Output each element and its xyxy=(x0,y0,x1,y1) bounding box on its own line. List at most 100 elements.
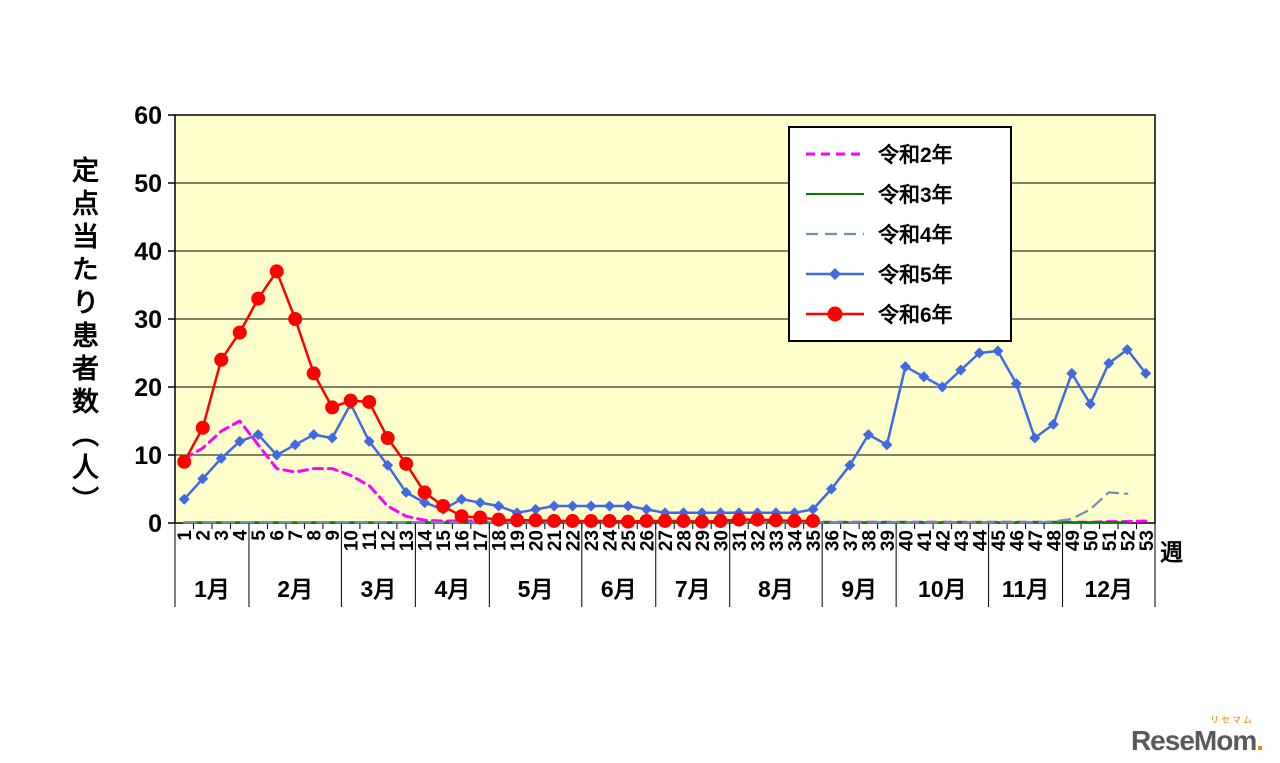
svg-text:7月: 7月 xyxy=(675,576,711,602)
svg-text:41: 41 xyxy=(915,530,936,552)
svg-text:7: 7 xyxy=(286,530,307,541)
svg-text:53: 53 xyxy=(1137,530,1158,551)
legend: 令和2年 令和3年 令和4年 令和5年 令和6年 xyxy=(788,126,1012,342)
svg-text:0: 0 xyxy=(148,510,162,538)
svg-text:32: 32 xyxy=(749,530,770,551)
svg-text:11: 11 xyxy=(360,530,381,551)
svg-text:22: 22 xyxy=(564,530,585,551)
svg-text:35: 35 xyxy=(804,530,825,552)
svg-text:26: 26 xyxy=(638,530,659,551)
svg-text:25: 25 xyxy=(619,530,640,552)
resemom-logo: リセマム ReseMom. xyxy=(1131,716,1264,755)
svg-text:1月: 1月 xyxy=(194,576,230,602)
legend-line-sample-reiwa2 xyxy=(806,152,864,156)
svg-text:14: 14 xyxy=(416,530,437,552)
resemom-logo-furigana: リセマム xyxy=(1209,715,1254,725)
y-axis-labels: 0 10 20 30 40 50 60 xyxy=(134,102,175,538)
y-axis-title: 定点当たり患者数（人） xyxy=(68,156,98,519)
legend-line-sample-reiwa3 xyxy=(806,193,864,195)
svg-text:6: 6 xyxy=(268,530,289,541)
svg-text:2月: 2月 xyxy=(277,576,313,602)
svg-text:51: 51 xyxy=(1100,530,1121,552)
svg-text:43: 43 xyxy=(952,530,973,551)
svg-text:50: 50 xyxy=(1081,530,1102,551)
legend-item-reiwa6: 令和6年 xyxy=(790,294,1010,334)
svg-text:38: 38 xyxy=(859,530,880,551)
svg-text:28: 28 xyxy=(675,530,696,551)
legend-line-sample-reiwa4 xyxy=(806,232,864,236)
series-reiwa6 xyxy=(177,264,820,529)
svg-text:44: 44 xyxy=(970,530,991,552)
legend-line-sample-reiwa5 xyxy=(806,268,864,280)
svg-text:10: 10 xyxy=(342,530,363,551)
svg-text:39: 39 xyxy=(878,530,899,551)
svg-text:8月: 8月 xyxy=(758,576,794,602)
svg-text:46: 46 xyxy=(1007,530,1028,551)
svg-text:12月: 12月 xyxy=(1084,576,1133,602)
svg-text:15: 15 xyxy=(434,530,455,552)
svg-text:45: 45 xyxy=(989,530,1010,552)
svg-text:20: 20 xyxy=(527,530,548,551)
svg-text:37: 37 xyxy=(841,530,862,551)
svg-text:9月: 9月 xyxy=(841,576,877,602)
svg-text:33: 33 xyxy=(767,530,788,551)
svg-text:24: 24 xyxy=(601,530,622,552)
svg-text:6月: 6月 xyxy=(601,576,637,602)
svg-text:23: 23 xyxy=(582,530,603,551)
svg-text:40: 40 xyxy=(134,238,162,266)
legend-label-reiwa6: 令和6年 xyxy=(878,304,953,327)
svg-text:11月: 11月 xyxy=(1002,576,1049,602)
legend-label-reiwa4: 令和4年 xyxy=(878,224,953,247)
svg-text:20: 20 xyxy=(134,374,162,402)
svg-text:52: 52 xyxy=(1118,530,1139,551)
x-axis-unit-label: 週 xyxy=(1160,539,1183,565)
svg-text:9: 9 xyxy=(323,530,344,541)
legend-item-reiwa4: 令和4年 xyxy=(790,214,1010,254)
svg-text:30: 30 xyxy=(712,530,733,551)
legend-label-reiwa3: 令和3年 xyxy=(878,184,953,207)
svg-text:3: 3 xyxy=(212,530,233,541)
week-tick-labels: 1234567891011121314151617181920212223242… xyxy=(174,523,1158,552)
svg-text:49: 49 xyxy=(1063,530,1084,551)
svg-text:40: 40 xyxy=(896,530,917,551)
legend-label-reiwa5: 令和5年 xyxy=(878,264,953,287)
legend-item-reiwa2: 令和2年 xyxy=(790,134,1010,174)
svg-text:36: 36 xyxy=(822,530,843,551)
svg-text:4月: 4月 xyxy=(434,576,470,602)
svg-text:1: 1 xyxy=(175,530,196,541)
svg-text:8: 8 xyxy=(305,530,326,541)
svg-text:50: 50 xyxy=(134,170,162,198)
svg-text:18: 18 xyxy=(490,530,511,551)
legend-label-reiwa2: 令和2年 xyxy=(878,144,953,167)
svg-text:60: 60 xyxy=(134,102,162,130)
svg-text:34: 34 xyxy=(785,530,806,552)
resemom-logo-dot: . xyxy=(1256,725,1264,756)
resemom-logo-text: ReseMom xyxy=(1130,725,1257,756)
svg-text:17: 17 xyxy=(471,530,492,551)
svg-text:21: 21 xyxy=(545,530,566,552)
svg-text:5: 5 xyxy=(249,530,270,541)
svg-text:4: 4 xyxy=(231,530,252,541)
series-reiwa4 xyxy=(183,491,1129,524)
month-labels: 1月 2月 3月 4月 5月 6月 7月 8月 9月 10月 11月 12月 xyxy=(174,523,1156,607)
svg-text:10月: 10月 xyxy=(918,576,967,602)
svg-text:19: 19 xyxy=(508,530,529,551)
svg-text:12: 12 xyxy=(379,530,400,551)
svg-text:27: 27 xyxy=(656,530,677,551)
svg-text:29: 29 xyxy=(693,530,714,551)
legend-line-sample-reiwa6 xyxy=(806,306,864,322)
svg-text:47: 47 xyxy=(1026,530,1047,551)
legend-item-reiwa5: 令和5年 xyxy=(790,254,1010,294)
svg-text:13: 13 xyxy=(397,530,418,551)
legend-item-reiwa3: 令和3年 xyxy=(790,174,1010,214)
svg-text:3月: 3月 xyxy=(360,576,396,602)
svg-text:10: 10 xyxy=(134,442,162,470)
svg-text:31: 31 xyxy=(730,530,751,552)
svg-text:5月: 5月 xyxy=(518,576,554,602)
svg-text:48: 48 xyxy=(1044,530,1065,551)
svg-text:16: 16 xyxy=(453,530,474,551)
svg-text:30: 30 xyxy=(134,306,162,334)
svg-text:42: 42 xyxy=(933,530,954,551)
